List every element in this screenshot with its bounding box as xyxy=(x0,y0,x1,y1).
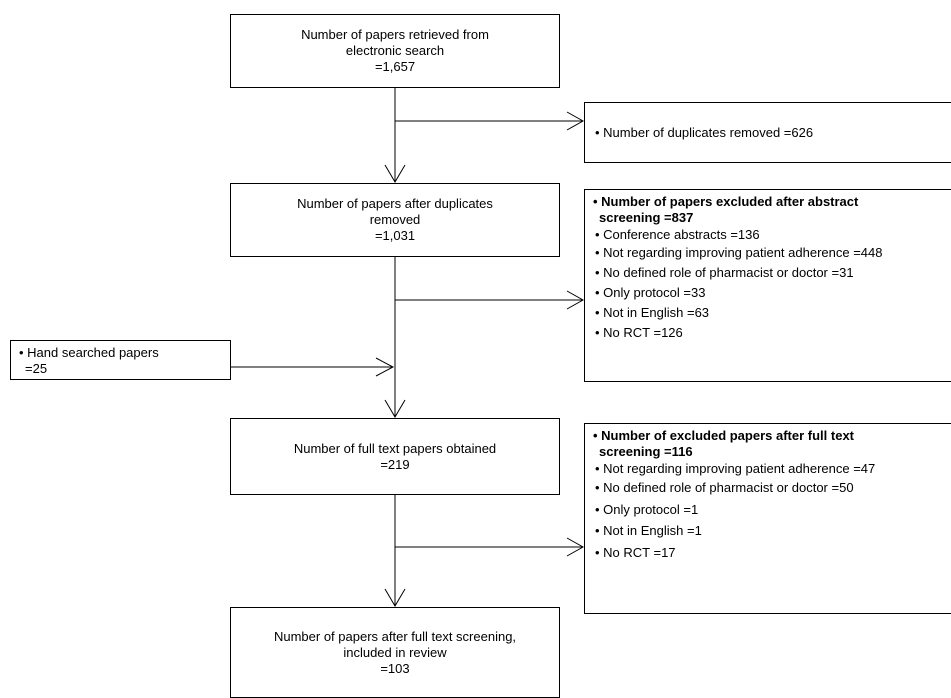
list-item: • Not regarding improving patient adhere… xyxy=(595,461,876,476)
included-line2: included in review xyxy=(343,644,447,660)
retrieved-line1: Number of papers retrieved from xyxy=(301,27,489,42)
list-item: • Not regarding improving patient adhere… xyxy=(595,245,883,260)
abstract-exclusion-list: • Conference abstracts =136 • Not regard… xyxy=(593,226,951,343)
abstract-exclusion-heading-line2: screening =837 xyxy=(599,210,694,225)
arrowhead-hand-searched xyxy=(375,357,395,377)
duplicates-box: • Number of duplicates removed =626 xyxy=(584,102,951,163)
duplicates-text: • Number of duplicates removed =626 xyxy=(595,124,814,140)
hand-searched-line1: • Hand searched papers xyxy=(19,345,159,360)
list-item: • Only protocol =33 xyxy=(595,285,706,300)
arrowhead-fulltext-exclusion xyxy=(566,537,585,557)
full-text-line1: Number of full text papers obtained xyxy=(293,440,497,456)
included-line1: Number of papers after full text screeni… xyxy=(273,628,517,644)
list-item: • Only protocol =1 xyxy=(595,501,699,517)
retrieved-count: =1,657 xyxy=(374,59,416,74)
arrowhead-abstract-exclusion xyxy=(566,290,585,310)
list-item: • No RCT =17 xyxy=(595,544,676,560)
after-duplicates-box: Number of papers after duplicates remove… xyxy=(230,183,560,257)
full-text-count: =219 xyxy=(380,456,410,472)
retrieved-box: Number of papers retrieved from electron… xyxy=(230,14,560,88)
full-text-exclusion-heading: • Number of excluded papers after full t… xyxy=(593,428,933,460)
hand-searched-box: • Hand searched papers =25 xyxy=(10,340,231,380)
abstract-exclusion-heading-line1: • Number of papers excluded after abstra… xyxy=(593,194,859,209)
arrowhead-included xyxy=(384,588,406,607)
full-text-exclusion-heading-line2: screening =116 xyxy=(599,444,693,459)
list-item: • Not in English =63 xyxy=(595,305,710,320)
abstract-exclusion-heading: • Number of papers excluded after abstra… xyxy=(593,194,933,226)
after-duplicates-line1: Number of papers after duplicates xyxy=(297,196,493,211)
list-item: • No defined role of pharmacist or docto… xyxy=(595,480,854,495)
after-duplicates-count: =1,031 xyxy=(374,228,416,243)
full-text-box: Number of full text papers obtained =219 xyxy=(230,418,560,495)
list-item: • Not in English =1 xyxy=(595,523,702,538)
full-text-exclusion-heading-line1: • Number of excluded papers after full t… xyxy=(593,428,854,443)
retrieved-line2: electronic search xyxy=(345,43,445,58)
abstract-exclusion-box: • Number of papers excluded after abstra… xyxy=(584,189,951,382)
hand-searched-line2: =25 xyxy=(25,361,48,376)
full-text-exclusion-list: • Not regarding improving patient adhere… xyxy=(593,460,951,563)
included-box: Number of papers after full text screeni… xyxy=(230,607,560,698)
full-text-exclusion-box: • Number of excluded papers after full t… xyxy=(584,423,951,614)
after-duplicates-line2: removed xyxy=(369,212,421,227)
arrowhead-fulltext xyxy=(384,399,406,418)
list-item: • No RCT =126 xyxy=(595,325,683,340)
included-count: =103 xyxy=(380,660,410,676)
arrowhead-duplicates xyxy=(566,111,585,131)
list-item: • No defined role of pharmacist or docto… xyxy=(595,265,854,280)
list-item: • Conference abstracts =136 xyxy=(595,227,760,242)
arrowhead-after-dup xyxy=(384,164,406,183)
